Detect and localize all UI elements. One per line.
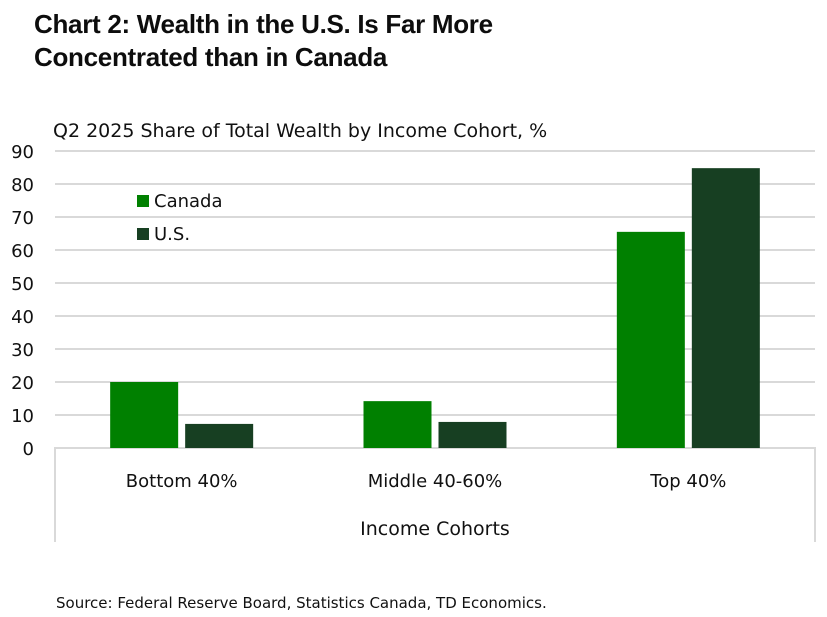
y-tick-label: 90 xyxy=(11,142,34,163)
x-axis-categories: Bottom 40% Middle 40-60% Top 40% xyxy=(126,471,727,492)
bar-us-2 xyxy=(691,168,760,448)
chart-title-line-2: Concentrated than in Canada xyxy=(34,42,388,72)
y-tick-label: 60 xyxy=(11,241,34,262)
legend: Canada U.S. xyxy=(137,191,223,245)
gridlines xyxy=(55,150,815,416)
bar-us-0 xyxy=(185,423,254,448)
x-tick-label: Middle 40-60% xyxy=(368,471,503,492)
bar-canada-2 xyxy=(616,231,685,448)
x-tick-label: Bottom 40% xyxy=(126,471,238,492)
y-tick-label: 10 xyxy=(11,406,34,427)
x-axis-line xyxy=(54,447,816,542)
x-axis-frame xyxy=(54,447,816,542)
y-tick-label: 80 xyxy=(11,175,34,196)
y-tick-label: 30 xyxy=(11,340,34,361)
bar-canada-0 xyxy=(110,382,179,448)
x-axis-label: Income Cohorts xyxy=(360,518,510,540)
y-tick-label: 40 xyxy=(11,307,34,328)
bar-us-1 xyxy=(438,421,507,448)
source-note: Source: Federal Reserve Board, Statistic… xyxy=(56,594,547,612)
legend-item: Canada xyxy=(137,191,223,212)
bars xyxy=(110,168,760,448)
legend-label: Canada xyxy=(154,191,223,212)
y-axis-ticks: 0 10 20 30 40 50 60 70 80 90 xyxy=(11,142,34,460)
bar-canada-1 xyxy=(363,401,432,448)
chart-title: Chart 2: Wealth in the U.S. Is Far More … xyxy=(34,8,734,74)
x-tick-label: Top 40% xyxy=(649,471,726,492)
legend-item: U.S. xyxy=(137,224,190,245)
legend-label: U.S. xyxy=(154,224,190,245)
y-tick-label: 20 xyxy=(11,373,34,394)
legend-swatch xyxy=(137,195,149,207)
y-tick-label: 0 xyxy=(23,439,34,460)
legend-swatch xyxy=(137,228,149,240)
y-tick-label: 70 xyxy=(11,208,34,229)
chart-title-line-1: Chart 2: Wealth in the U.S. Is Far More xyxy=(34,9,493,39)
y-tick-label: 50 xyxy=(11,274,34,295)
chart-subtitle: Q2 2025 Share of Total Wealth by Income … xyxy=(53,120,547,142)
